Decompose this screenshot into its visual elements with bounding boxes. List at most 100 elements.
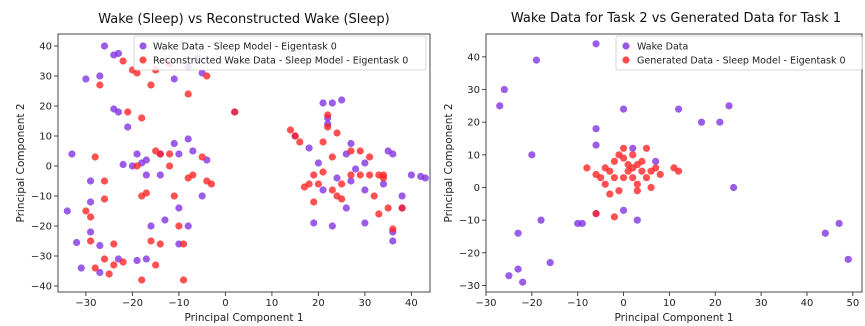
data-point [652, 157, 660, 165]
data-point [375, 210, 383, 218]
data-point [142, 255, 150, 263]
data-point [147, 222, 155, 230]
data-point [592, 125, 600, 133]
data-point [184, 222, 192, 230]
data-point [601, 180, 609, 188]
data-point [496, 102, 504, 110]
chart-2: Wake Data for Task 2 vs Generated Data f… [443, 11, 863, 324]
data-point [86, 237, 95, 245]
x-tick-label: −20 [521, 298, 542, 309]
data-point [505, 272, 513, 280]
data-point [610, 157, 618, 165]
data-point [514, 229, 522, 237]
data-point [606, 167, 614, 175]
data-point [156, 150, 164, 158]
data-point [633, 180, 641, 188]
data-point [716, 118, 724, 126]
data-point [170, 192, 178, 200]
x-tick-label: 30 [359, 298, 372, 309]
x-axis-label: Principal Component 1 [614, 312, 733, 324]
plot-area-frame [57, 33, 431, 293]
data-point [161, 216, 169, 224]
data-point [156, 171, 164, 179]
data-point [592, 141, 600, 149]
x-tick-label: 50 [846, 298, 859, 309]
data-point [398, 204, 406, 212]
x-tick-label: 40 [801, 298, 814, 309]
data-point [338, 180, 346, 188]
data-point [100, 195, 109, 203]
y-tick-label: 30 [39, 72, 52, 83]
data-point [633, 216, 641, 224]
data-point [203, 72, 211, 80]
legend-label: Generated Data - Sleep Model - Eigentask… [637, 56, 846, 67]
data-point [338, 195, 346, 203]
data-point [124, 108, 132, 116]
chart-title: Wake Data for Task 2 vs Generated Data f… [511, 11, 841, 26]
data-point [619, 105, 628, 113]
y-tick-label: 20 [39, 102, 52, 113]
data-point [356, 171, 364, 179]
y-tick-label: −30 [459, 281, 480, 292]
data-point [597, 174, 605, 182]
data-point [592, 210, 600, 218]
data-point [96, 268, 104, 277]
data-point [305, 144, 313, 152]
data-point [119, 160, 127, 169]
data-point [674, 167, 683, 175]
data-point [231, 108, 239, 116]
data-point [730, 183, 738, 192]
data-point [166, 150, 174, 158]
data-point [142, 156, 150, 164]
data-point [68, 150, 76, 158]
legend-marker [139, 56, 147, 64]
x-tick-label: 40 [405, 298, 418, 309]
data-point [379, 171, 388, 179]
data-point [361, 219, 369, 227]
data-point [352, 165, 360, 173]
data-point [592, 40, 600, 48]
data-point [100, 255, 109, 263]
data-point [138, 114, 146, 122]
data-point [133, 69, 141, 77]
x-tick-label: −30 [475, 298, 496, 309]
data-point [652, 164, 660, 172]
data-point [198, 153, 206, 161]
y-tick-label: 30 [467, 85, 480, 96]
data-point [844, 255, 852, 263]
data-point [347, 171, 355, 179]
data-point [170, 139, 178, 148]
legend-label: Wake Data [637, 42, 688, 53]
data-point [319, 138, 327, 146]
data-point [578, 219, 586, 228]
data-point [389, 237, 397, 245]
data-point [642, 144, 651, 152]
data-point [328, 153, 336, 161]
data-point [114, 108, 123, 116]
data-point [328, 186, 336, 194]
data-point [86, 198, 95, 206]
data-point [365, 171, 374, 179]
data-point [175, 204, 183, 212]
data-point [528, 151, 536, 159]
data-point [96, 81, 104, 89]
data-point [338, 96, 346, 104]
data-point [328, 222, 336, 230]
data-point [170, 75, 178, 83]
y-axis-label: Principal Component 2 [443, 103, 455, 222]
data-point [347, 139, 355, 148]
legend: Wake Data - Sleep Model - Eigentask 0 Rec… [133, 35, 427, 71]
data-point [615, 187, 623, 195]
data-point [305, 180, 313, 188]
data-point [324, 123, 332, 131]
data-point [365, 153, 374, 161]
data-point [532, 56, 541, 64]
data-point [697, 118, 706, 126]
data-point [179, 276, 188, 284]
data-point [324, 111, 332, 119]
data-point [119, 258, 127, 266]
x-tick-label: 20 [312, 298, 325, 309]
data-point [333, 129, 341, 137]
data-point [91, 264, 99, 272]
data-point [537, 216, 545, 224]
